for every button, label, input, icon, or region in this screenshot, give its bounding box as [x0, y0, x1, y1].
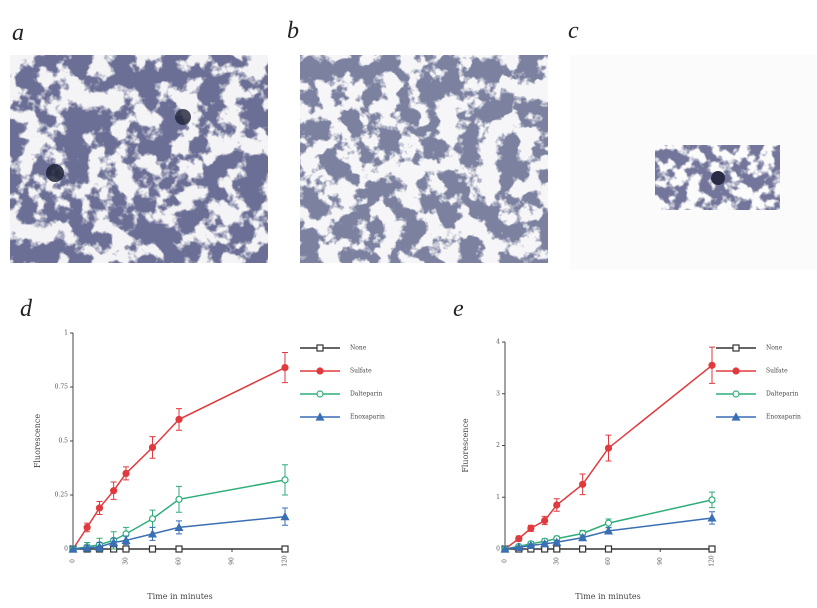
y-tick-label: 4 [496, 339, 500, 346]
y-tick-label: 0.25 [55, 492, 69, 499]
x-tick-label: 0 [502, 559, 509, 563]
marker [603, 526, 614, 535]
panel-label: c [568, 18, 579, 44]
marker [83, 523, 91, 532]
marker [708, 361, 716, 369]
micrograph-a [10, 55, 268, 263]
y-tick-label: 1 [64, 330, 68, 337]
micrograph-b [300, 55, 548, 263]
legend-marker [316, 367, 324, 375]
x-tick-label: 0 [70, 559, 77, 563]
marker [68, 544, 78, 553]
marker [148, 443, 157, 452]
marker [95, 504, 104, 512]
legend-label: Sulfate [766, 368, 788, 375]
x-tick-label: 60 [176, 557, 183, 565]
marker [280, 511, 290, 521]
marker [527, 524, 535, 532]
marker [82, 543, 92, 552]
legend-marker [732, 390, 740, 398]
y-axis-label: Fluorescence [33, 414, 42, 469]
panel-label: d [20, 296, 33, 322]
marker [110, 487, 118, 495]
marker [500, 544, 510, 553]
marker [515, 535, 523, 543]
marker [552, 537, 562, 546]
x-tick-label: 60 [605, 557, 612, 565]
marker [514, 542, 524, 552]
legend-marker [316, 344, 324, 352]
x-tick-label: 30 [553, 557, 560, 565]
y-tick-label: 3 [496, 390, 500, 397]
legend-marker [732, 344, 740, 352]
marker [175, 415, 183, 423]
legend-label: Dalteparin [350, 391, 382, 398]
y-tick-label: 2 [496, 442, 500, 449]
legend-label: None [766, 345, 783, 352]
marker [148, 545, 157, 553]
panel-label: e [453, 296, 464, 322]
marker [175, 495, 183, 503]
y-tick-label: 0 [64, 546, 68, 553]
marker [604, 444, 613, 452]
marker [148, 515, 157, 523]
marker [707, 513, 717, 522]
marker [541, 516, 549, 525]
legend-label: Enoxaparin [766, 414, 801, 421]
panel-label: a [12, 20, 24, 46]
y-tick-label: 0 [496, 546, 500, 553]
marker [553, 501, 561, 509]
panel-label: b [287, 18, 299, 44]
marker [281, 545, 289, 553]
x-tick-label: 120 [709, 555, 716, 567]
marker [281, 363, 289, 372]
marker [109, 537, 119, 547]
marker [604, 519, 613, 527]
legend-label: Dalteparin [766, 391, 798, 398]
legend-marker [315, 412, 325, 421]
legend-marker [316, 390, 324, 398]
marker [174, 522, 184, 532]
marker [708, 545, 716, 553]
x-axis-label: Time in minutes [575, 592, 641, 601]
legend-label: None [350, 345, 367, 352]
x-axis-label: Time in minutes [147, 592, 213, 601]
y-axis-label: Fluorescence [461, 418, 470, 473]
marker [553, 545, 561, 553]
marker [94, 542, 105, 551]
marker [708, 496, 716, 504]
marker [579, 545, 587, 553]
marker [122, 469, 130, 477]
marker [281, 476, 289, 484]
marker [540, 539, 550, 548]
legend-marker [731, 412, 741, 421]
marker [122, 545, 130, 553]
y-tick-label: 0.5 [58, 438, 68, 445]
x-tick-label: 120 [282, 555, 289, 567]
marker [604, 545, 613, 553]
marker [175, 545, 183, 553]
legend-marker [732, 367, 740, 375]
legend-label: Sulfate [350, 368, 372, 375]
marker [579, 480, 587, 488]
micrograph-c [570, 55, 817, 270]
marker [121, 535, 131, 544]
legend-label: Enoxaparin [350, 414, 385, 421]
x-tick-label: 90 [229, 557, 236, 565]
marker [578, 532, 588, 542]
x-tick-label: 30 [123, 557, 130, 565]
x-tick-label: 90 [657, 557, 664, 565]
y-tick-label: 0.75 [55, 384, 69, 391]
series-line [72, 366, 286, 550]
marker [147, 529, 158, 538]
marker [526, 540, 536, 549]
y-tick-label: 1 [496, 494, 500, 501]
